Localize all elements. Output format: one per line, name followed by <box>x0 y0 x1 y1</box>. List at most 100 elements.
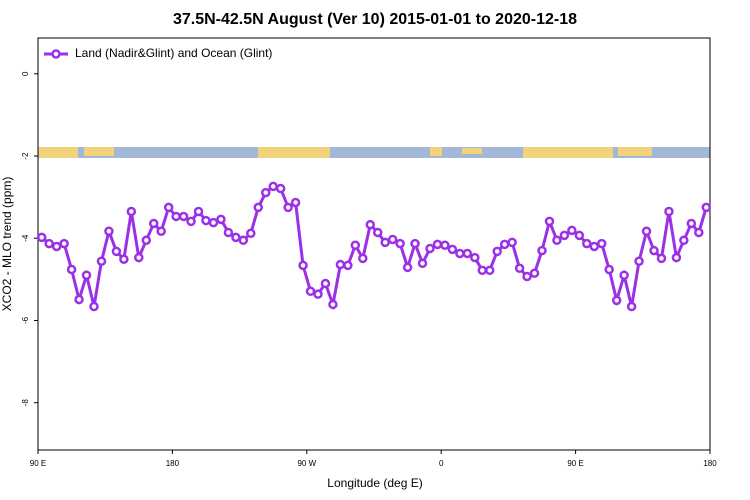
data-point <box>492 246 502 257</box>
data-point <box>440 240 450 250</box>
data-point <box>290 197 301 208</box>
map-strip <box>38 147 710 158</box>
data-point <box>328 299 338 310</box>
data-point <box>507 237 517 248</box>
data-point <box>134 252 144 263</box>
data-point <box>231 232 241 243</box>
data-point <box>589 241 600 252</box>
data-point <box>671 252 682 263</box>
x-tick-label: 90 W <box>297 459 316 468</box>
data-point <box>567 225 577 236</box>
data-point <box>81 270 92 280</box>
data-point <box>163 202 174 213</box>
x-tick-label: 180 <box>166 459 180 468</box>
y-tick-label: 0 <box>21 71 30 76</box>
data-point <box>462 248 473 259</box>
data-point <box>372 227 383 238</box>
data-point <box>141 235 152 246</box>
data-point <box>484 265 495 276</box>
y-tick-label: -2 <box>21 152 30 160</box>
data-point <box>447 244 458 255</box>
data-point <box>634 256 644 267</box>
x-tick-label: 90 E <box>30 459 46 468</box>
data-point <box>66 264 77 275</box>
data-point <box>544 216 555 227</box>
data-point <box>649 245 659 256</box>
data-point <box>186 216 196 227</box>
legend-marker <box>51 49 61 59</box>
data-point <box>582 238 592 249</box>
data-point <box>358 253 368 264</box>
x-tick-label: 90 E <box>567 459 583 468</box>
data-point <box>51 241 62 252</box>
data-point <box>552 235 562 246</box>
data-point <box>410 238 420 249</box>
data-point <box>223 227 234 238</box>
data-point <box>417 258 428 269</box>
data-point <box>268 181 278 192</box>
data-point <box>298 260 308 271</box>
data-point <box>36 232 47 243</box>
data-point <box>208 217 219 228</box>
data-point <box>432 239 443 250</box>
data-point <box>701 202 712 213</box>
chart-title: 37.5N-42.5N August (Ver 10) 2015-01-01 t… <box>173 11 577 28</box>
data-point <box>104 226 114 237</box>
data-point <box>611 295 622 306</box>
data-point <box>148 218 159 229</box>
data-point <box>246 228 256 239</box>
data-point <box>111 246 122 257</box>
data-point <box>596 238 607 249</box>
data-point <box>514 263 525 274</box>
data-point <box>604 264 614 275</box>
data-point <box>89 301 99 312</box>
data-point <box>178 211 189 222</box>
y-tick-label: -4 <box>21 234 30 242</box>
data-point <box>59 238 69 249</box>
data-point <box>350 240 361 250</box>
data-point <box>335 259 346 270</box>
data-point <box>694 227 704 238</box>
data-point <box>455 248 465 259</box>
data-point <box>283 202 293 213</box>
data-point <box>365 219 376 230</box>
y-tick-label: -8 <box>21 399 30 407</box>
data-point <box>313 289 323 299</box>
data-point <box>395 238 405 249</box>
data-point <box>574 230 585 241</box>
data-point <box>664 206 674 217</box>
data-point <box>387 234 398 245</box>
data-point <box>425 243 435 254</box>
data-point <box>559 230 570 241</box>
data-point <box>216 214 226 225</box>
data-point <box>119 254 129 264</box>
data-point <box>679 235 689 246</box>
data-point <box>499 239 510 250</box>
data-point <box>260 187 271 198</box>
data-point <box>470 252 480 263</box>
data-point <box>320 278 331 289</box>
data-point <box>656 253 667 264</box>
legend-label: Land (Nadir&Glint) and Ocean (Glint) <box>75 46 272 60</box>
data-point <box>641 226 652 237</box>
data-point <box>477 265 488 276</box>
data-point <box>522 271 532 282</box>
data-point <box>529 268 540 278</box>
data-point <box>537 245 547 256</box>
data-point <box>275 183 286 194</box>
data-point <box>156 226 166 237</box>
data-point <box>686 218 697 229</box>
x-axis-label: Longitude (deg E) <box>327 476 422 490</box>
data-point <box>253 202 264 213</box>
data-point <box>96 256 107 267</box>
plot-frame <box>37 37 711 451</box>
data-point <box>619 270 629 280</box>
series-line <box>40 184 708 311</box>
data-point <box>626 301 637 312</box>
data-point <box>305 286 316 297</box>
x-tick-label: 180 <box>703 459 717 468</box>
data-point <box>201 215 211 226</box>
data-point <box>74 294 84 305</box>
y-tick-label: -6 <box>21 316 30 324</box>
